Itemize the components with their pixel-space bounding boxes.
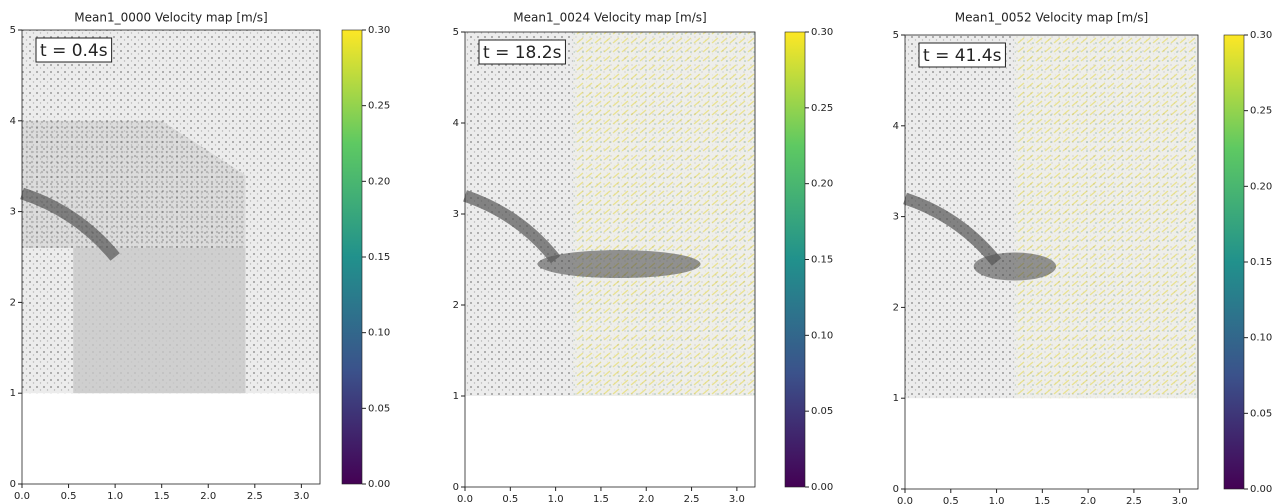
annotation: t = 18.2s xyxy=(483,43,562,63)
colorbar-tick-label: 0.25 xyxy=(811,103,833,114)
y-tick-label: 0 xyxy=(453,482,459,493)
y-tick-label: 4 xyxy=(893,121,899,132)
y-tick-label: 3 xyxy=(893,212,899,223)
colorbar-tick-label: 0.00 xyxy=(368,479,390,490)
panel-title: Mean1_0000 Velocity map [m/s] xyxy=(74,11,267,25)
axes-frame xyxy=(21,29,321,485)
x-tick-label: 1.5 xyxy=(1034,496,1050,504)
x-tick-label: 2.5 xyxy=(684,494,700,504)
axes-frame xyxy=(904,34,1199,490)
annotation-box xyxy=(35,37,113,63)
colorbar-tick-label: 0.15 xyxy=(1250,257,1272,268)
axes-frame xyxy=(464,31,756,488)
pipe xyxy=(20,187,120,261)
y-tick-label: 2 xyxy=(893,302,899,313)
panel-title: Mean1_0052 Velocity map [m/s] xyxy=(955,11,1148,25)
x-tick-label: 2.0 xyxy=(638,494,654,504)
x-tick-label: 1.0 xyxy=(989,496,1005,504)
colorbar-tick-label: 0.20 xyxy=(368,176,390,187)
y-tick-label: 4 xyxy=(10,116,16,127)
flow-region xyxy=(1014,35,1198,399)
colorbar-tick-label: 0.15 xyxy=(811,255,833,266)
colorbar xyxy=(341,29,363,485)
colorbar-tick-label: 0.25 xyxy=(1250,106,1272,117)
y-tick-label: 3 xyxy=(10,207,16,218)
x-tick-label: 3.0 xyxy=(293,491,309,502)
x-tick-label: 2.0 xyxy=(1080,496,1096,504)
x-tick-label: 0.5 xyxy=(502,494,518,504)
colorbar-tick-label: 0.30 xyxy=(1250,30,1272,41)
colorbar-tick-label: 0.05 xyxy=(1250,408,1272,419)
panel-title: Mean1_0024 Velocity map [m/s] xyxy=(513,11,706,25)
x-tick-label: 1.0 xyxy=(548,494,564,504)
x-tick-label: 0.0 xyxy=(14,491,30,502)
y-tick-label: 0 xyxy=(10,479,16,490)
colorbar-tick-label: 0.05 xyxy=(811,406,833,417)
y-tick-label: 2 xyxy=(453,300,459,311)
colorbar xyxy=(784,31,806,488)
annotation-box xyxy=(918,42,1006,68)
colorbar-tick-label: 0.25 xyxy=(368,101,390,112)
x-tick-label: 0.5 xyxy=(61,491,77,502)
y-tick-label: 0 xyxy=(893,484,899,495)
colorbar-tick-label: 0.30 xyxy=(811,27,833,38)
annotation: t = 41.4s xyxy=(923,46,1002,66)
x-tick-label: 0.0 xyxy=(457,494,473,504)
y-tick-label: 4 xyxy=(453,118,459,129)
jet-plume xyxy=(537,250,701,279)
y-tick-label: 5 xyxy=(893,30,899,41)
colorbar-tick-label: 0.10 xyxy=(368,328,390,339)
colorbar-tick-label: 0.10 xyxy=(1250,333,1272,344)
x-tick-label: 2.5 xyxy=(247,491,263,502)
colorbar-tick-label: 0.00 xyxy=(1250,484,1272,495)
x-tick-label: 3.0 xyxy=(729,494,745,504)
x-tick-label: 0.0 xyxy=(897,496,913,504)
colorbar xyxy=(1223,34,1245,490)
x-tick-label: 1.5 xyxy=(593,494,609,504)
colorbar-tick-label: 0.20 xyxy=(1250,181,1272,192)
image-region xyxy=(73,247,246,394)
pipe xyxy=(463,190,561,264)
y-tick-label: 1 xyxy=(893,393,899,404)
y-tick-label: 3 xyxy=(453,209,459,220)
x-tick-label: 1.5 xyxy=(154,491,170,502)
x-tick-label: 1.0 xyxy=(107,491,123,502)
y-tick-label: 1 xyxy=(453,391,459,402)
x-tick-label: 2.5 xyxy=(1126,496,1142,504)
colorbar-tick-label: 0.10 xyxy=(811,330,833,341)
annotation-box xyxy=(478,39,566,65)
y-tick-label: 5 xyxy=(453,27,459,38)
colorbar-tick-label: 0.15 xyxy=(368,252,390,263)
pipe xyxy=(903,192,1002,266)
y-tick-label: 1 xyxy=(10,388,16,399)
y-tick-label: 5 xyxy=(10,25,16,36)
x-tick-label: 2.0 xyxy=(200,491,216,502)
annotation: t = 0.4s xyxy=(40,41,108,61)
colorbar-tick-label: 0.05 xyxy=(368,403,390,414)
y-tick-label: 2 xyxy=(10,297,16,308)
flow-region xyxy=(573,32,755,396)
colorbar-tick-label: 0.00 xyxy=(811,482,833,493)
x-tick-label: 0.5 xyxy=(943,496,959,504)
colorbar-tick-label: 0.20 xyxy=(811,179,833,190)
colorbar-tick-label: 0.30 xyxy=(368,25,390,36)
x-tick-label: 3.0 xyxy=(1172,496,1188,504)
